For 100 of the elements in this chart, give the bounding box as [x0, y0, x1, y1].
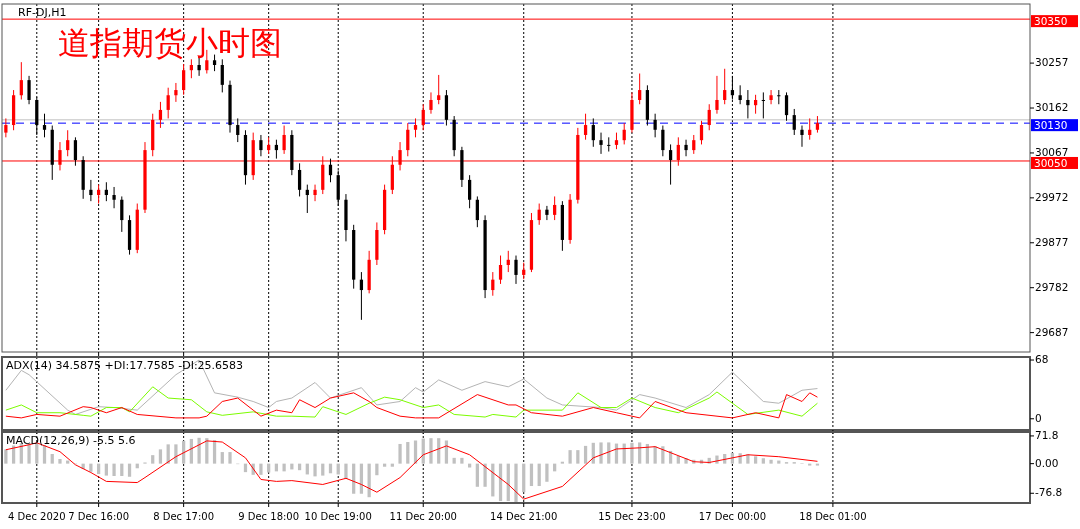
bar: [444, 440, 449, 464]
bar: [398, 443, 402, 464]
candlestick: [421, 103, 425, 131]
bar: [267, 463, 271, 473]
candlestick: [514, 255, 518, 285]
candlestick: [112, 186, 116, 209]
candlestick: [638, 73, 642, 105]
text: 道指期货小时图: [58, 24, 282, 62]
bar: [174, 444, 178, 464]
candlestick: [158, 101, 163, 129]
y-tick-label: 71.8: [1035, 428, 1059, 441]
bar: [104, 463, 108, 476]
candlestick: [174, 82, 178, 103]
bar: [390, 463, 394, 467]
y-tick-label: 29687: [1035, 325, 1069, 338]
candlestick: [599, 132, 603, 155]
bar: [475, 463, 479, 487]
bar: [321, 463, 325, 476]
bar: [568, 450, 572, 464]
candlestick: [761, 91, 765, 119]
bar: [58, 459, 62, 464]
y-tick-label: 0: [1035, 411, 1042, 424]
x-tick-label: 15 Dec 23:00: [598, 511, 666, 522]
ref-line-label: 30050: [1034, 156, 1068, 169]
candlestick: [89, 179, 93, 202]
candlestick: [413, 117, 418, 138]
bar: [66, 460, 70, 464]
y-tick-label: 0.00: [1035, 456, 1059, 469]
candlestick: [73, 136, 78, 167]
candlestick: [120, 195, 124, 233]
bar: [545, 463, 549, 482]
bar: [630, 442, 634, 464]
candlestick: [297, 162, 302, 197]
candlestick: [738, 84, 742, 105]
candlestick: [661, 125, 665, 157]
candlestick: [684, 139, 688, 157]
candlestick: [653, 113, 657, 138]
y-tick-label: 29972: [1035, 190, 1069, 203]
line-series: [5, 392, 818, 419]
bar: [529, 463, 534, 487]
candlestick: [220, 58, 224, 93]
x-tick-label: 4 Dec 2020: [8, 511, 66, 522]
x-tick-label: 10 Dec 19:00: [304, 511, 372, 522]
bar: [676, 455, 680, 464]
candlestick: [4, 117, 8, 138]
x-tick-label: 7 Dec 16:00: [68, 511, 130, 522]
candlestick: [313, 184, 317, 202]
bar: [583, 445, 588, 464]
candlestick: [707, 103, 711, 131]
candlestick: [498, 255, 503, 285]
candlestick: [545, 205, 549, 221]
bar: [460, 457, 464, 464]
line-series: [5, 359, 818, 415]
bar: [151, 455, 155, 464]
candlestick: [66, 129, 70, 157]
candlestick: [784, 91, 789, 122]
x-tick-label: 9 Dec 18:00: [238, 511, 300, 522]
bar: [220, 452, 224, 464]
candlestick: [699, 120, 704, 145]
candlestick: [715, 75, 719, 115]
candlestick: [723, 68, 727, 105]
candlestick: [553, 195, 557, 221]
bar: [89, 463, 93, 472]
candlestick: [583, 113, 588, 141]
x-tick-label: 11 Dec 20:00: [389, 511, 457, 522]
bar: [607, 442, 611, 464]
bar: [576, 450, 580, 464]
candlestick: [166, 87, 170, 119]
y-tick-label: 29877: [1035, 235, 1069, 248]
bar: [313, 463, 317, 477]
candlestick: [27, 75, 31, 105]
x-tick-label: 14 Dec 21:00: [490, 511, 558, 522]
bar: [483, 463, 487, 487]
bar: [50, 454, 54, 464]
bar: [769, 459, 773, 464]
bar: [344, 463, 348, 480]
x-tick-label: 8 Dec 17:00: [153, 511, 215, 522]
candlestick: [792, 108, 796, 136]
chart-title: MACD(12,26,9) -5.5 5.6: [6, 434, 136, 447]
chart-subtitle: RF-DJ,H1: [18, 6, 67, 19]
x-tick-label: 18 Dec 01:00: [799, 511, 867, 522]
y-tick-label: 30162: [1035, 101, 1069, 114]
bar: [452, 457, 456, 464]
candlestick: [668, 143, 673, 186]
bar: [522, 463, 526, 493]
y-tick-label: 68: [1035, 353, 1049, 366]
candlestick: [282, 125, 286, 155]
x-tick-label: 17 Dec 00:00: [698, 511, 767, 522]
line-series: [5, 386, 818, 418]
candlestick: [437, 74, 441, 105]
y-tick-label: 30257: [1035, 56, 1069, 69]
bar: [120, 463, 124, 476]
bar: [514, 463, 518, 503]
candlestick: [777, 89, 781, 105]
bar: [197, 437, 201, 464]
candlestick: [42, 113, 47, 138]
candlestick: [429, 91, 433, 115]
candlestick: [19, 61, 23, 101]
candlestick: [692, 134, 696, 155]
bar: [537, 463, 541, 487]
